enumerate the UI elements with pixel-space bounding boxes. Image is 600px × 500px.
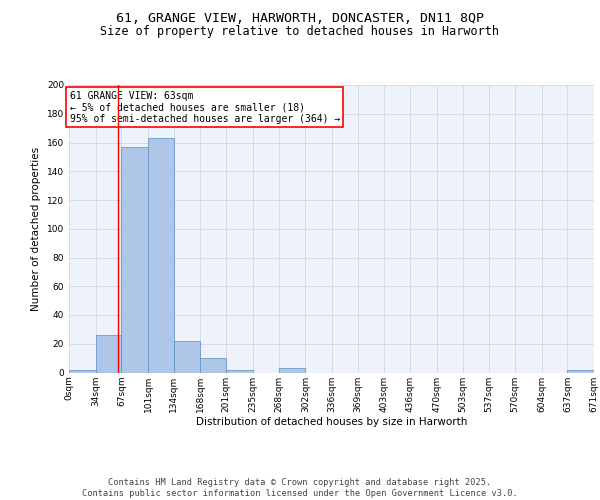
Y-axis label: Number of detached properties: Number of detached properties bbox=[31, 146, 41, 311]
Text: Contains HM Land Registry data © Crown copyright and database right 2025.
Contai: Contains HM Land Registry data © Crown c… bbox=[82, 478, 518, 498]
Bar bbox=[69, 370, 95, 372]
Bar bbox=[95, 335, 121, 372]
Bar bbox=[200, 358, 226, 372]
X-axis label: Distribution of detached houses by size in Harworth: Distribution of detached houses by size … bbox=[196, 417, 467, 427]
Bar bbox=[226, 370, 253, 372]
Bar bbox=[121, 147, 148, 372]
Bar bbox=[278, 368, 305, 372]
Bar bbox=[174, 341, 200, 372]
Bar bbox=[568, 370, 594, 372]
Bar bbox=[148, 138, 174, 372]
Text: 61 GRANGE VIEW: 63sqm
← 5% of detached houses are smaller (18)
95% of semi-detac: 61 GRANGE VIEW: 63sqm ← 5% of detached h… bbox=[70, 91, 340, 124]
Text: Size of property relative to detached houses in Harworth: Size of property relative to detached ho… bbox=[101, 25, 499, 38]
Text: 61, GRANGE VIEW, HARWORTH, DONCASTER, DN11 8QP: 61, GRANGE VIEW, HARWORTH, DONCASTER, DN… bbox=[116, 12, 484, 26]
